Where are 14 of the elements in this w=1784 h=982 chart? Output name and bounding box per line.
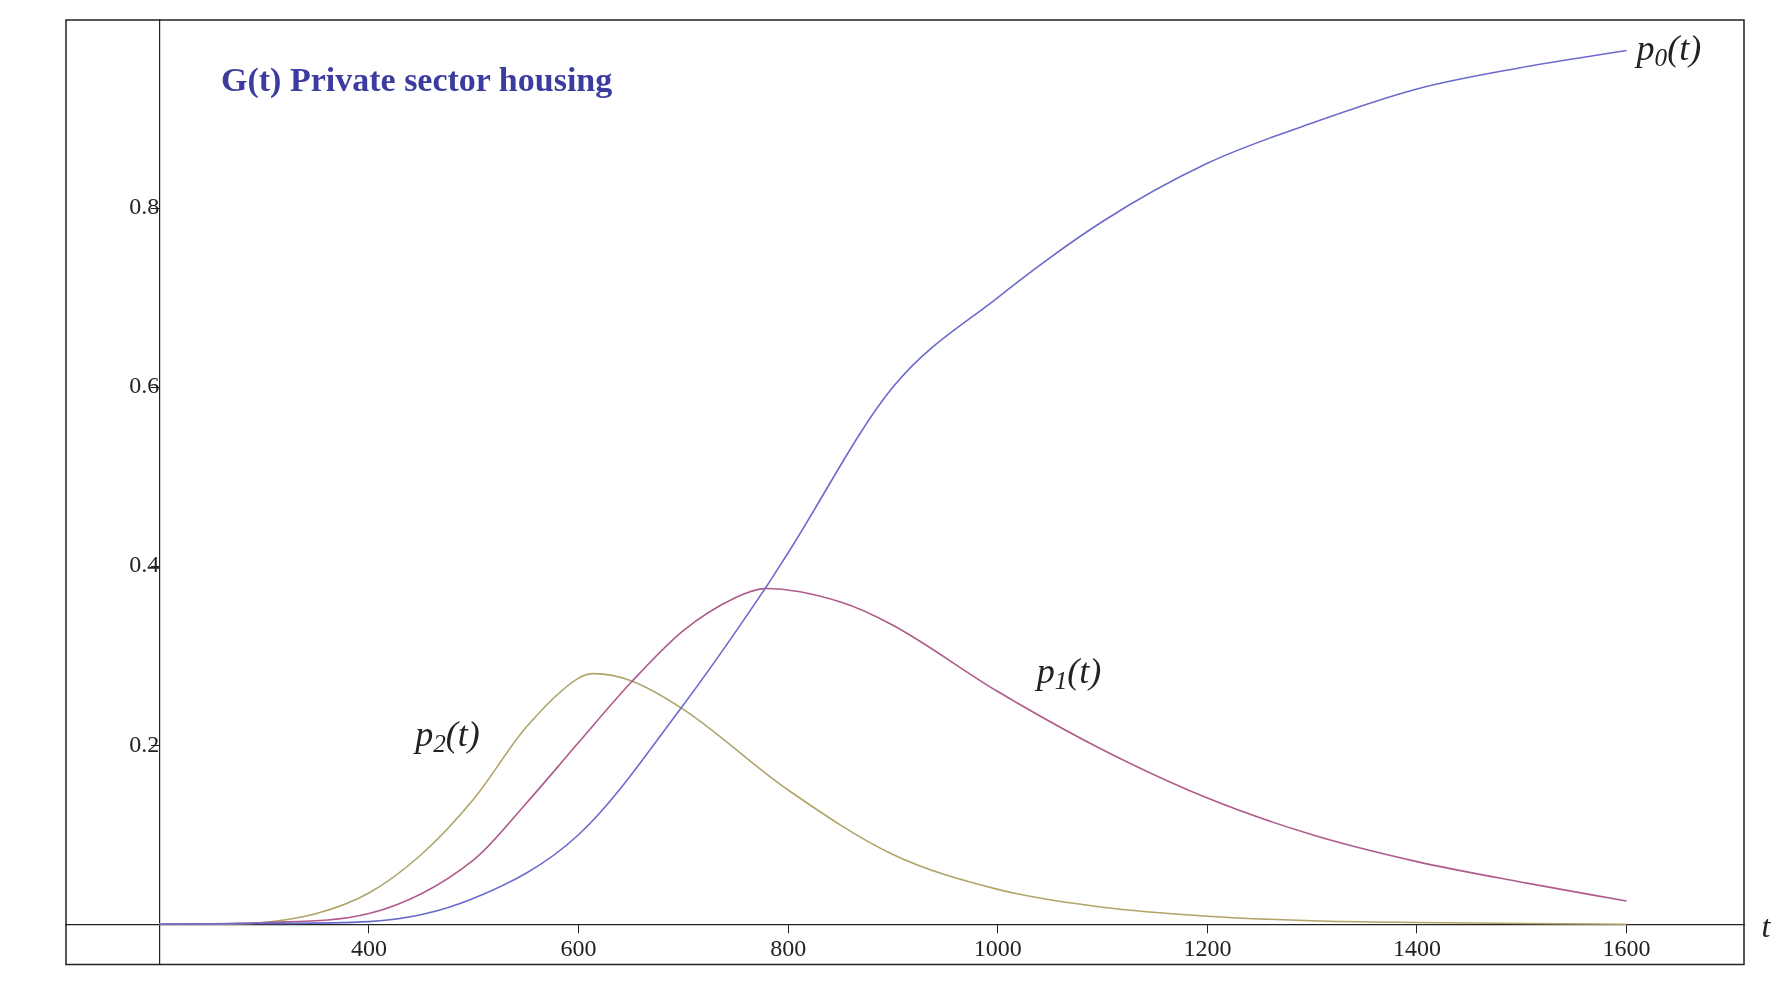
y-tick-label: 0.4	[129, 551, 160, 578]
y-tick-label: 0.8	[129, 193, 160, 220]
x-tick-label: 600	[560, 935, 597, 962]
x-tick-label: 1000	[973, 935, 1022, 962]
x-tick-label: 1600	[1602, 935, 1651, 962]
y-tick-label: 0.2	[129, 730, 160, 757]
y-tick-label: 0.6	[129, 372, 160, 399]
x-tick-label: 1400	[1392, 935, 1441, 962]
x-tick-label: 400	[350, 935, 387, 962]
x-tick-label: 800	[770, 935, 807, 962]
x-axis-title: t	[1761, 907, 1772, 944]
line-series	[158, 49, 1628, 926]
text: G(t) Private sector housing	[221, 60, 613, 99]
x-tick-label: 1200	[1183, 935, 1232, 962]
